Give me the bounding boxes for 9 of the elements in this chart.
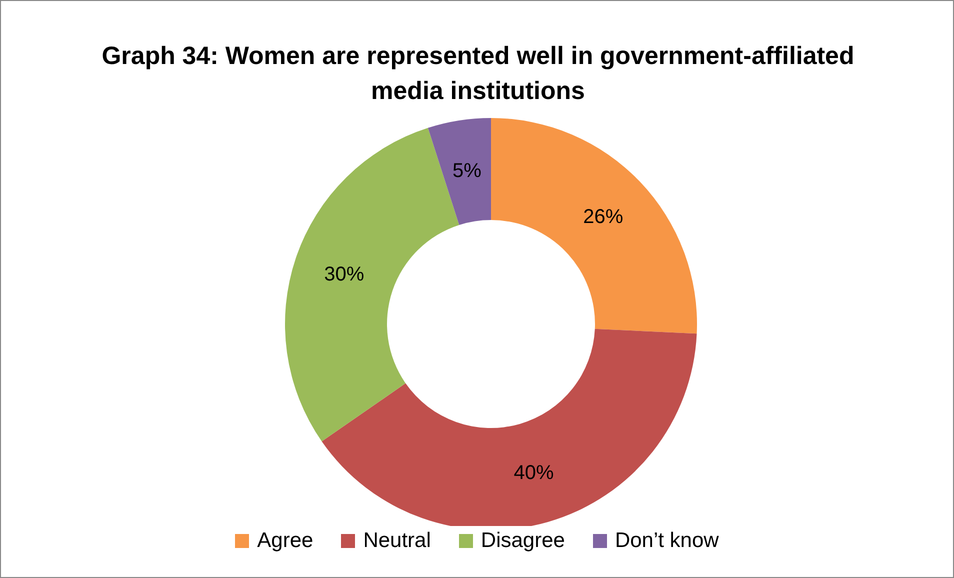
legend-label: Don’t know (614, 529, 719, 553)
data-label: 30% (324, 263, 364, 286)
legend-label: Disagree (480, 529, 565, 553)
data-label: 26% (583, 206, 624, 228)
legend-label: Agree (257, 529, 314, 553)
data-label: 40% (514, 462, 554, 484)
chart-title: Graph 34: Women are represented well in government-affiliated media institutions (100, 41, 856, 107)
legend-label: Neutral (363, 529, 431, 553)
data-label: 5% (452, 160, 482, 182)
